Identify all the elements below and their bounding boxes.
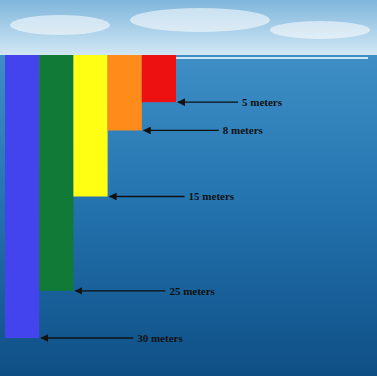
cloud [130,8,270,32]
label-arrow [144,130,219,131]
cloud [270,21,370,39]
bar [39,55,73,291]
label-arrow [178,102,238,103]
data-label: 25 meters [169,285,215,297]
cloud [10,15,110,35]
data-label: 8 meters [223,124,264,136]
bar [142,55,176,102]
bar [5,55,39,338]
data-label: 30 meters [137,332,183,344]
data-labels: 30 meters 25 meters 15 meters 8 meters 5 met… [41,96,283,344]
label-arrow [41,337,133,338]
data-label: 15 meters [189,190,235,202]
label-arrow [75,290,165,291]
bar [73,55,107,197]
background [0,0,377,376]
bar [108,55,142,130]
water [0,55,377,376]
label-arrow [110,196,185,197]
canvas: 30 meters 25 meters 15 meters 8 meters 5 met… [0,0,377,376]
data-label: 5 meters [242,96,283,108]
wave [176,57,368,59]
sky [0,0,377,60]
